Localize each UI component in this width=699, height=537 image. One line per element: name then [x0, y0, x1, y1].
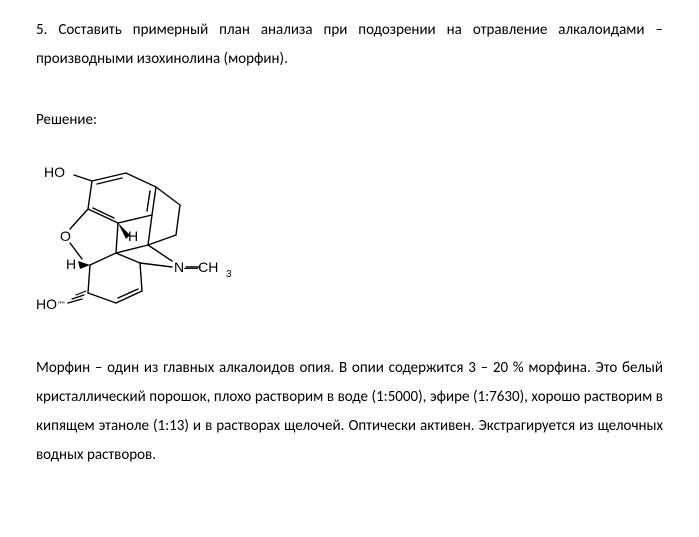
morphine-structure: HO O H H N—CH 3 HO'''' [30, 151, 663, 326]
label-nch3: N—CH [174, 259, 218, 275]
label-o: O [60, 228, 71, 244]
body-text: Морфин – один из главных алкалоидов опия… [36, 354, 663, 471]
label-ho-bottom: HO'''' [36, 296, 65, 312]
label-h-upper: H [128, 228, 138, 244]
label-nch3-sub: 3 [226, 269, 232, 280]
question-text: 5. Составить примерный план анализа при … [36, 16, 663, 75]
label-h-lower: H [66, 256, 76, 272]
label-ho-top: HO [44, 164, 65, 180]
document-page: 5. Составить примерный план анализа при … [0, 0, 699, 471]
morphine-svg: HO O H H N—CH 3 HO'''' [30, 151, 240, 321]
solution-label: Решение: [36, 111, 663, 129]
